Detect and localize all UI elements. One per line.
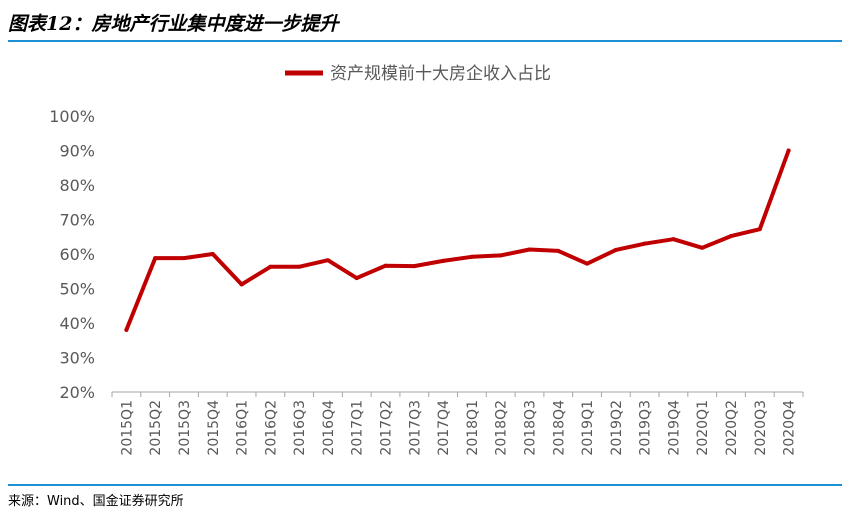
x-tick-label: 2015Q3 [177,400,193,456]
x-tick-label: 2019Q3 [638,400,654,456]
y-tick-label: 50% [59,280,95,299]
data-point [671,237,676,242]
x-tick-label: 2020Q3 [753,400,769,456]
data-point [354,276,359,281]
data-point [239,282,244,287]
x-tick-label: 2017Q1 [350,400,366,456]
x-tick-label: 2019Q1 [580,400,596,456]
x-tick-label: 2017Q2 [379,400,395,456]
chart-legend: 资产规模前十大房企收入占比 [285,64,551,84]
data-point [412,264,417,269]
footer-divider [8,484,842,486]
data-point [124,327,129,332]
data-point [441,258,446,263]
series-points [124,148,791,332]
y-tick-label: 30% [59,349,95,368]
data-point [297,264,302,269]
x-tick-label: 2015Q4 [206,400,222,456]
y-tick-label: 40% [59,314,95,333]
x-tick-label: 2016Q3 [292,400,308,456]
data-point [729,234,734,239]
x-tick-label: 2019Q4 [666,400,682,456]
x-tick-label: 2018Q2 [494,400,510,456]
x-tick-label: 2018Q1 [465,400,481,456]
x-tick-label: 2020Q1 [695,400,711,456]
source-note: 来源：Wind、国金证券研究所 [8,494,184,509]
y-tick-label: 20% [59,383,95,402]
x-tick-label: 2016Q1 [235,400,251,456]
x-tick-label: 2020Q2 [724,400,740,456]
data-point [613,247,618,252]
x-tick-label: 2020Q4 [782,400,798,456]
page-title: 图表12：房地产行业集中度进一步提升 [8,13,339,35]
x-tick-label: 2015Q1 [119,400,135,456]
series-line [124,148,791,332]
data-point [527,247,532,252]
x-tick-label: 2016Q2 [263,400,279,456]
y-tick-label: 100% [49,107,95,126]
data-point [469,254,474,259]
legend-label: 资产规模前十大房企收入占比 [330,64,551,84]
data-point [585,261,590,266]
x-tick-label: 2015Q2 [148,400,164,456]
x-tick-label: 2019Q2 [609,400,625,456]
data-point [757,227,762,232]
data-point [210,252,215,256]
data-point [498,253,503,258]
data-point [181,256,186,261]
data-point [325,258,330,263]
y-tick-label: 80% [59,176,95,195]
x-axis-ticks: 2015Q1 2015Q2 2015Q3 2015Q4 2016Q1 2016Q2 2016… [111,392,804,456]
data-point [700,245,705,250]
x-tick-label: 2018Q4 [551,400,567,456]
data-point [153,256,158,261]
x-tick-label: 2017Q3 [407,400,423,456]
y-tick-label: 70% [59,211,95,230]
data-point [556,248,561,253]
y-tick-label: 90% [59,142,95,161]
data-point [786,148,791,153]
data-point [383,263,388,268]
x-tick-label: 2016Q4 [321,400,337,456]
x-tick-label: 2018Q3 [522,400,538,456]
data-point [268,264,273,269]
y-axis-ticks: 100% 90% 80% 70% 60% 50% 40% 30% 20% [49,107,95,402]
y-tick-label: 60% [59,245,95,264]
title-divider [8,40,842,42]
data-point [642,241,647,246]
x-tick-label: 2017Q4 [436,400,452,456]
